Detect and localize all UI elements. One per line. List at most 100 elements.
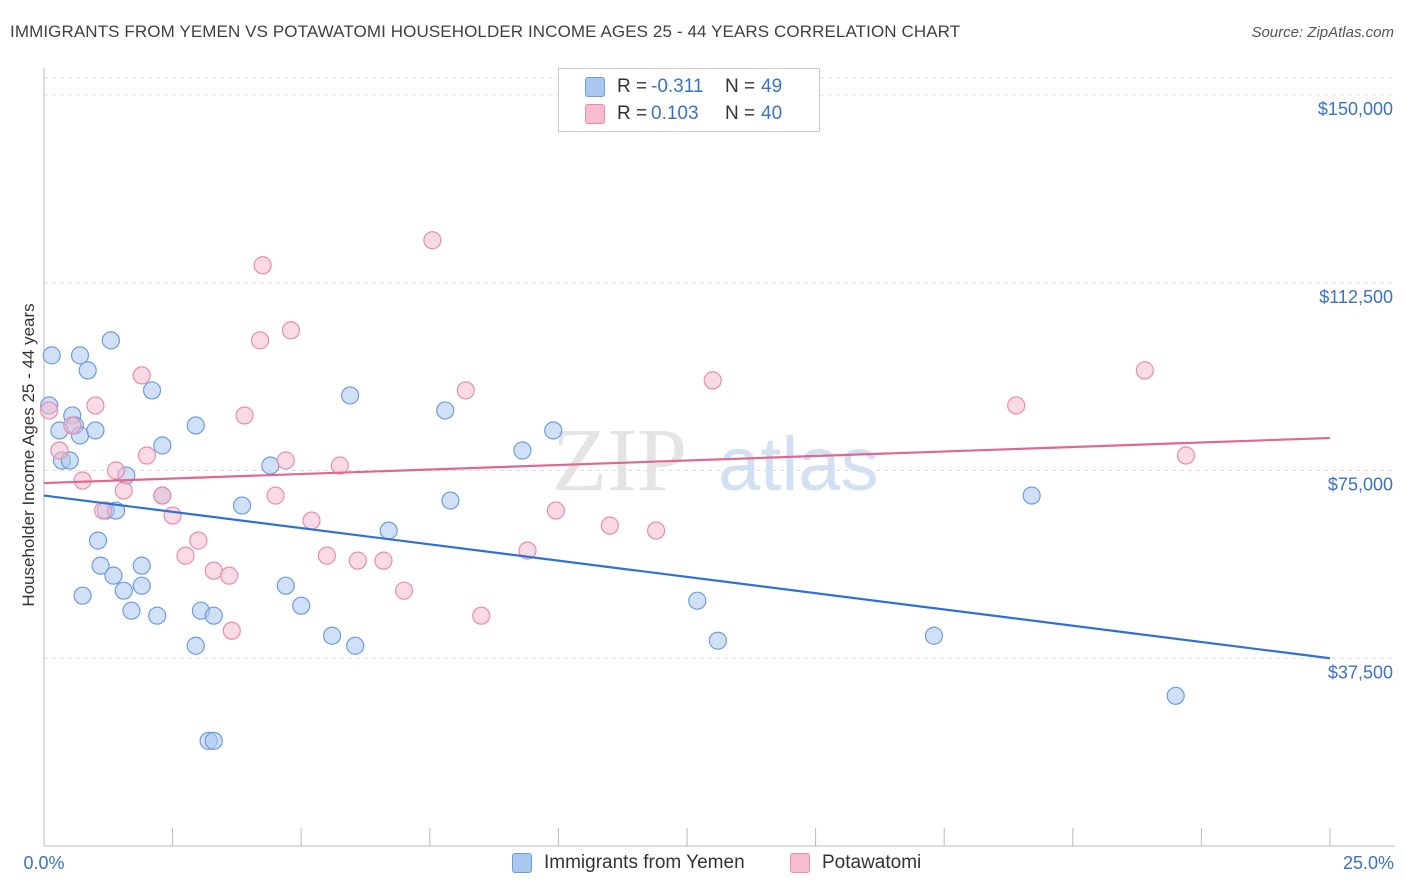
legend-r-label: R =	[617, 103, 648, 124]
bottom-legend-potawatomi: Potawatomi	[790, 852, 921, 874]
potawatomi-point	[394, 581, 414, 600]
yemen-point	[379, 521, 398, 540]
potawatomi-point	[266, 486, 285, 505]
potawatomi-point	[40, 401, 59, 420]
trend-lines	[43, 436, 1331, 660]
potawatomi-point	[220, 566, 239, 585]
yemen-point	[70, 346, 90, 365]
bottom-legend-yemen: Immigrants from Yemen	[512, 852, 745, 874]
potawatomi-point	[253, 256, 272, 275]
yemen-trend-line	[43, 494, 1331, 660]
yemen-point	[276, 576, 295, 595]
yemen-point	[101, 331, 120, 350]
yemen-point	[544, 421, 563, 440]
potawatomi-point	[374, 551, 393, 570]
potawatomi-point	[235, 406, 254, 425]
x-tick-label: 0.0%	[23, 853, 64, 873]
yemen-point	[186, 636, 205, 655]
potawatomi-point	[86, 396, 105, 415]
yemen-point	[86, 421, 105, 440]
yemen-point	[261, 456, 280, 475]
potawatomi-point	[330, 456, 349, 475]
potawatomi-point	[63, 416, 82, 435]
potawatomi-point	[114, 481, 133, 500]
yemen-point	[436, 401, 455, 420]
yemen-point	[346, 636, 365, 655]
y-tick-label: $37,500	[1328, 662, 1393, 682]
watermark-atlas: atlas	[718, 422, 879, 507]
yemen-point	[1166, 686, 1185, 705]
yemen-point	[42, 346, 61, 365]
legend-n-label: N =	[725, 76, 756, 97]
yemen-point	[688, 591, 707, 610]
yemen-point	[132, 576, 151, 595]
potawatomi-point	[302, 511, 321, 530]
yemen-point	[132, 556, 151, 575]
potawatomi-point	[518, 541, 537, 560]
potawatomi-point	[50, 441, 69, 460]
potawatomi-point	[132, 366, 151, 385]
y-tick-label: $75,000	[1328, 475, 1393, 495]
legend-row-yemen: R = -0.311 N = 49	[585, 75, 782, 99]
bottom-legend-label: Immigrants from Yemen	[544, 852, 745, 873]
yemen-point	[88, 531, 108, 550]
yemen-point	[1022, 486, 1041, 505]
legend-r-label: R =	[617, 76, 648, 97]
potawatomi-point	[106, 461, 126, 480]
yemen-point	[708, 631, 727, 650]
potawatomi-point	[348, 551, 367, 570]
potawatomi-point	[1135, 361, 1154, 380]
yemen-point	[114, 581, 133, 600]
yemen-point	[232, 496, 252, 515]
yemen-point	[104, 566, 123, 585]
potawatomi-point	[250, 331, 270, 350]
potawatomi-point	[703, 371, 722, 390]
bottom-legend-swatch-pink	[790, 853, 810, 873]
chart-title: IMMIGRANTS FROM YEMEN VS POTAWATOMI HOUS…	[10, 22, 961, 41]
axes	[43, 68, 1395, 847]
potawatomi-point	[276, 451, 295, 470]
potawatomi-point	[472, 606, 491, 625]
potawatomi-point	[137, 446, 156, 465]
y-axis-label: Householder Income Ages 25 - 44 years	[19, 303, 38, 606]
potawatomi-point	[189, 531, 208, 550]
legend-swatch-blue	[585, 77, 605, 97]
yemen-point	[292, 596, 311, 615]
grid-lines	[44, 77, 1395, 659]
potawatomi-point	[647, 521, 666, 540]
yemen-point	[204, 731, 223, 750]
yemen-point	[153, 436, 172, 455]
potawatomi-point	[456, 381, 475, 400]
bottom-legend-label: Potawatomi	[822, 852, 922, 873]
bottom-legend-swatch-blue	[512, 853, 532, 873]
yemen-point	[340, 386, 360, 405]
source-label: Source: ZipAtlas.com	[1251, 24, 1394, 41]
legend-n-value: 40	[761, 103, 783, 124]
yemen-point	[148, 606, 167, 625]
potawatomi-point	[1007, 396, 1026, 415]
yemen-point	[73, 586, 92, 605]
yemen-point	[513, 441, 532, 460]
yemen-point	[78, 361, 97, 380]
yemen-point	[91, 556, 110, 575]
y-tick-label: $150,000	[1318, 99, 1393, 119]
y-tick-label: $112,500	[1319, 287, 1393, 307]
legend-r-value: 0.103	[651, 103, 699, 124]
legend-n-label: N =	[725, 103, 756, 124]
yemen-point	[322, 626, 342, 645]
potawatomi-trend-line	[43, 436, 1331, 485]
potawatomi-point	[163, 506, 182, 525]
legend-n-value: 49	[761, 76, 783, 97]
legend-row-potawatomi: R = 0.103 N = 40	[585, 102, 782, 126]
potawatomi-point	[600, 516, 619, 535]
potawatomi-point	[204, 561, 223, 580]
potawatomi-point	[1176, 446, 1196, 465]
legend-r-value: -0.311	[651, 76, 704, 97]
potawatomi-point	[281, 321, 301, 340]
potawatomi-point	[423, 231, 442, 250]
watermark: ZIP atlas	[552, 411, 879, 510]
yemen-point	[122, 601, 141, 620]
yemen-point	[441, 491, 460, 510]
potawatomi-point	[317, 546, 337, 565]
